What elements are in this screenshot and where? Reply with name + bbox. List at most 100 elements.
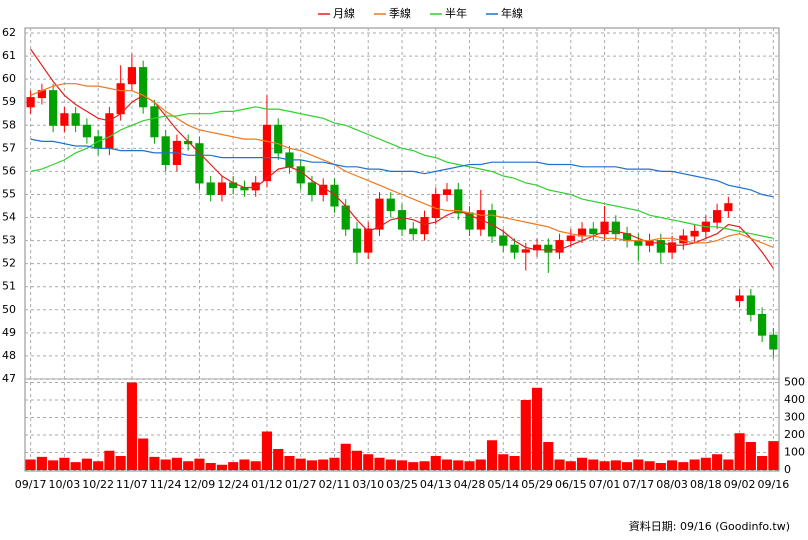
volume-bar — [340, 443, 351, 470]
volume-bar — [419, 461, 430, 470]
x-tick-label: 03/25 — [386, 478, 418, 491]
candle-body — [690, 230, 699, 237]
x-tick-label: 02/11 — [319, 478, 351, 491]
volume-bar — [351, 450, 363, 470]
volume-bar — [126, 382, 137, 470]
volume-bar — [261, 431, 273, 470]
volume-bar — [723, 459, 734, 470]
y2-tick-label: 0 — [784, 463, 791, 476]
candle-body — [26, 97, 35, 108]
footer: 資料日期: 09/16 (Goodinfo.tw) — [629, 519, 790, 533]
candle-body — [262, 124, 272, 182]
volume-bar — [183, 461, 194, 470]
volume-bar — [509, 456, 520, 470]
volume-bar — [194, 458, 205, 470]
candle-body — [724, 203, 733, 212]
y2-tick-label: 400 — [784, 393, 805, 406]
candle-body — [49, 90, 58, 126]
candle-body — [195, 143, 204, 184]
y-tick-label: 57 — [2, 141, 16, 154]
candle-body — [758, 313, 767, 336]
y-tick-label: 53 — [2, 234, 16, 247]
volume-bar — [329, 457, 340, 470]
y-tick-label: 60 — [2, 72, 16, 85]
candle-body — [656, 240, 665, 253]
volume-bar — [441, 459, 453, 470]
x-tick-label: 04/13 — [420, 478, 452, 491]
volume-bar — [622, 462, 633, 470]
volume-bar — [70, 462, 81, 470]
y-tick-label: 58 — [2, 118, 16, 131]
x-tick-label: 03/10 — [352, 478, 384, 491]
volume-bar — [104, 450, 115, 470]
x-tick-label: 09/16 — [758, 478, 790, 491]
candle-body — [555, 240, 564, 253]
candle-body — [679, 235, 688, 244]
x-tick-label: 11/24 — [150, 478, 182, 491]
volume-bar — [554, 459, 565, 470]
volume-bar — [160, 459, 171, 470]
candle-body — [206, 182, 215, 195]
y-tick-label: 61 — [2, 49, 16, 62]
candle-body — [274, 124, 283, 154]
volume-bar — [396, 460, 408, 470]
volume-bar — [25, 459, 36, 470]
candle-body — [746, 295, 755, 315]
candle-body — [296, 166, 305, 184]
x-tick-label: 07/17 — [622, 478, 654, 491]
y-tick-label: 51 — [2, 280, 16, 293]
candle-body — [442, 189, 452, 195]
candle-body — [364, 228, 373, 253]
y2-tick-label: 200 — [784, 428, 805, 441]
volume-bar — [430, 456, 441, 470]
volume-bar — [745, 442, 756, 470]
legend-label: 年線 — [501, 6, 523, 20]
volume-bar — [408, 462, 419, 470]
y2-tick-label: 300 — [784, 411, 805, 424]
volume-bar — [520, 400, 531, 470]
candle-body — [127, 67, 137, 85]
candle-body — [161, 136, 170, 165]
x-tick-label: 05/14 — [487, 478, 519, 491]
candle-body — [544, 244, 553, 253]
x-tick-label: 09/17 — [15, 478, 47, 491]
x-tick-label: 09/02 — [724, 478, 756, 491]
volume-bar — [464, 461, 475, 470]
volume-bar — [757, 456, 768, 470]
x-tick-label: 08/03 — [656, 478, 688, 491]
candle-body — [330, 184, 339, 207]
volume-bar — [610, 460, 621, 470]
volume-bar — [667, 460, 678, 470]
x-tick-label: 11/07 — [116, 478, 148, 491]
ma-line — [30, 138, 774, 198]
y-tick-label: 55 — [2, 187, 16, 200]
volume-bar — [543, 442, 554, 470]
candle-body — [71, 113, 80, 126]
volume-bar — [712, 454, 723, 470]
candle-body — [600, 221, 609, 235]
volume-bar — [374, 457, 385, 470]
volume-bar — [576, 457, 588, 470]
candle-body — [634, 240, 643, 246]
candle-body — [499, 235, 508, 246]
y-tick-label: 62 — [2, 26, 16, 39]
x-tick-label: 07/01 — [589, 478, 621, 491]
volume-bar — [588, 459, 599, 470]
x-tick-label: 10/03 — [49, 478, 81, 491]
candle-body — [150, 106, 159, 138]
volume-bar — [644, 461, 655, 470]
volume-bar — [531, 387, 543, 470]
volume-bar — [700, 457, 711, 470]
candle-body — [769, 334, 778, 350]
candle-body — [307, 182, 317, 195]
x-tick-label: 08/18 — [690, 478, 722, 491]
x-tick-label: 10/22 — [82, 478, 114, 491]
volume-bar — [138, 438, 149, 470]
y-tick-label: 50 — [2, 303, 16, 316]
candle-body — [521, 249, 530, 253]
volume-bar — [239, 459, 250, 470]
volume-bar — [306, 460, 318, 470]
y2-tick-label: 100 — [784, 446, 805, 459]
candle-body — [386, 198, 395, 212]
legend-label: 月線 — [333, 6, 355, 20]
